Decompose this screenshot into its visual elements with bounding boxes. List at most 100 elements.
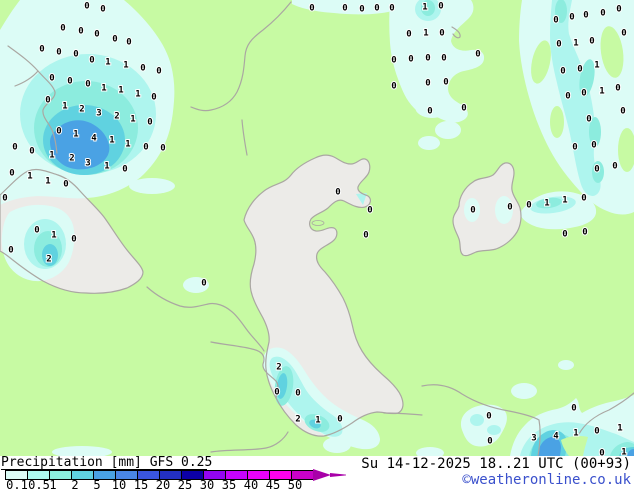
precip-value: 0 [337, 415, 342, 425]
precip-value: 0 [309, 4, 314, 14]
precip-value: 1 [51, 231, 56, 241]
precip-value: 0 [441, 54, 446, 64]
precip-value: 0 [71, 235, 76, 245]
precip-value: 1 [62, 102, 67, 112]
precip-value: 0 [274, 388, 279, 398]
precip-value: 0 [367, 206, 372, 216]
precip-value: 0 [572, 143, 577, 153]
precip-value: 0 [67, 77, 72, 87]
precip-value: 0 [556, 40, 561, 50]
precip-value: 0 [359, 5, 364, 15]
precip-value: 0 [60, 24, 65, 34]
precip-value: 0 [600, 9, 605, 19]
precip-value: 2 [276, 363, 281, 373]
colorbar-tick: 50 [287, 478, 303, 490]
river-volga-branch [14, 70, 39, 87]
precip-value: 0 [438, 2, 443, 12]
coastline-layer [0, 154, 522, 437]
colorbar-segment [292, 471, 314, 479]
precip-value: 0 [507, 203, 512, 213]
precip-value: 1 [573, 429, 578, 439]
colorbar-tick: 45 [265, 478, 281, 490]
precip-value: 0 [461, 104, 466, 114]
precip-value: 0 [487, 437, 492, 447]
precip-value: 0 [425, 79, 430, 89]
precip-value: 0 [562, 230, 567, 240]
border-bottom-left [210, 431, 289, 453]
precip-value: 0 [560, 67, 565, 77]
precip-value: 0 [581, 89, 586, 99]
copyright-link[interactable]: ©weatheronline.co.uk [462, 472, 631, 488]
precip-value: 0 [599, 449, 604, 457]
precip-value: 0 [34, 226, 39, 236]
river-small-ne [451, 26, 461, 39]
precip-value: 0 [582, 228, 587, 238]
precip-value: 0 [295, 389, 300, 399]
colorbar-tick: 30 [199, 478, 215, 490]
precip-value: 0 [126, 38, 131, 48]
precip-value: 1 [544, 199, 549, 209]
precip-value: 2 [295, 415, 300, 425]
precip-value: 0 [151, 93, 156, 103]
precip-value: 0 [374, 4, 379, 14]
precip-value: 1 [101, 84, 106, 94]
precip-value: 0 [526, 201, 531, 211]
precip-value: 0 [56, 48, 61, 58]
precip-value: 1 [49, 151, 54, 161]
river-border-layer [7, 1, 634, 456]
precip-value: 1 [315, 416, 320, 426]
precip-value: 1 [125, 140, 130, 150]
colorbar-tick: 0.1 [6, 478, 28, 490]
precip-value: 0 [39, 45, 44, 55]
colorbar-tick: 35 [221, 478, 237, 490]
precip-value: 0 [553, 16, 558, 26]
precip-value: 0 [49, 74, 54, 84]
precip-value: 0 [8, 246, 13, 256]
precip-value: 1 [135, 90, 140, 100]
colorbar-segment [138, 471, 160, 479]
precip-value: 1 [27, 172, 32, 182]
precip-value: 0 [583, 11, 588, 21]
precip-value: 2 [79, 105, 84, 115]
colorbar-tick: 5 [93, 478, 101, 490]
precip-value: 1 [573, 39, 578, 49]
precip-value: 0 [569, 13, 574, 23]
precip-value: 0 [389, 4, 394, 14]
colorbar-tick: 0.5 [28, 478, 50, 490]
precip-value: 1 [599, 87, 604, 97]
precip-value: 0 [589, 37, 594, 47]
precip-value: 4 [91, 134, 97, 144]
precip-value: 0 [425, 54, 430, 64]
precip-value: 1 [594, 61, 599, 71]
colorbar-tick: 20 [155, 478, 171, 490]
colorbar [5, 470, 315, 480]
colorbar-tick: 2 [71, 478, 79, 490]
map-canvas: 0 0 0 0 0 0 0 0 0 0 0 1 1 0 0 0 0 0 1 1 1 0 0 1 2 3 2 1 0 0 1 4 1 1 0 0 0 0 1 2… [0, 0, 634, 456]
precip-value: 0 [591, 141, 596, 151]
legend-bar: Precipitation [mm] GFS 0.25 0.1 0.5 1 2 5 10 1… [0, 456, 634, 490]
precip-value: 1 [617, 424, 622, 434]
precip-value: 0 [612, 162, 617, 172]
precip-value: 0 [427, 107, 432, 117]
colorbar-segment [226, 471, 248, 479]
precip-value: 0 [594, 427, 599, 437]
river-ural-mouth [241, 119, 248, 156]
precip-value: 0 [475, 50, 480, 60]
precip-value: 0 [45, 96, 50, 106]
colorbar-segment [94, 471, 116, 479]
precip-value: 0 [160, 144, 165, 154]
precip-value: 0 [577, 65, 582, 75]
precip-value: 0 [443, 78, 448, 88]
precip-value: 0 [620, 107, 625, 117]
precip-value: 1 [104, 162, 109, 172]
precip-value: 4 [553, 432, 559, 442]
precip-value: 0 [2, 194, 7, 204]
colorbar-segment [204, 471, 226, 479]
colorbar-segment [248, 471, 270, 479]
precip-value: 0 [565, 92, 570, 102]
precip-value: 0 [594, 165, 599, 175]
border-south-caspian [383, 412, 423, 416]
precip-value-labels: 0 0 0 0 0 0 0 0 0 0 0 1 1 0 0 0 0 0 1 1 1 0 0 1 2 3 2 1 0 0 1 4 1 1 0 0 0 0 1 2… [1, 1, 627, 457]
precip-value: 0 [581, 194, 586, 204]
precip-value: 0 [73, 50, 78, 60]
